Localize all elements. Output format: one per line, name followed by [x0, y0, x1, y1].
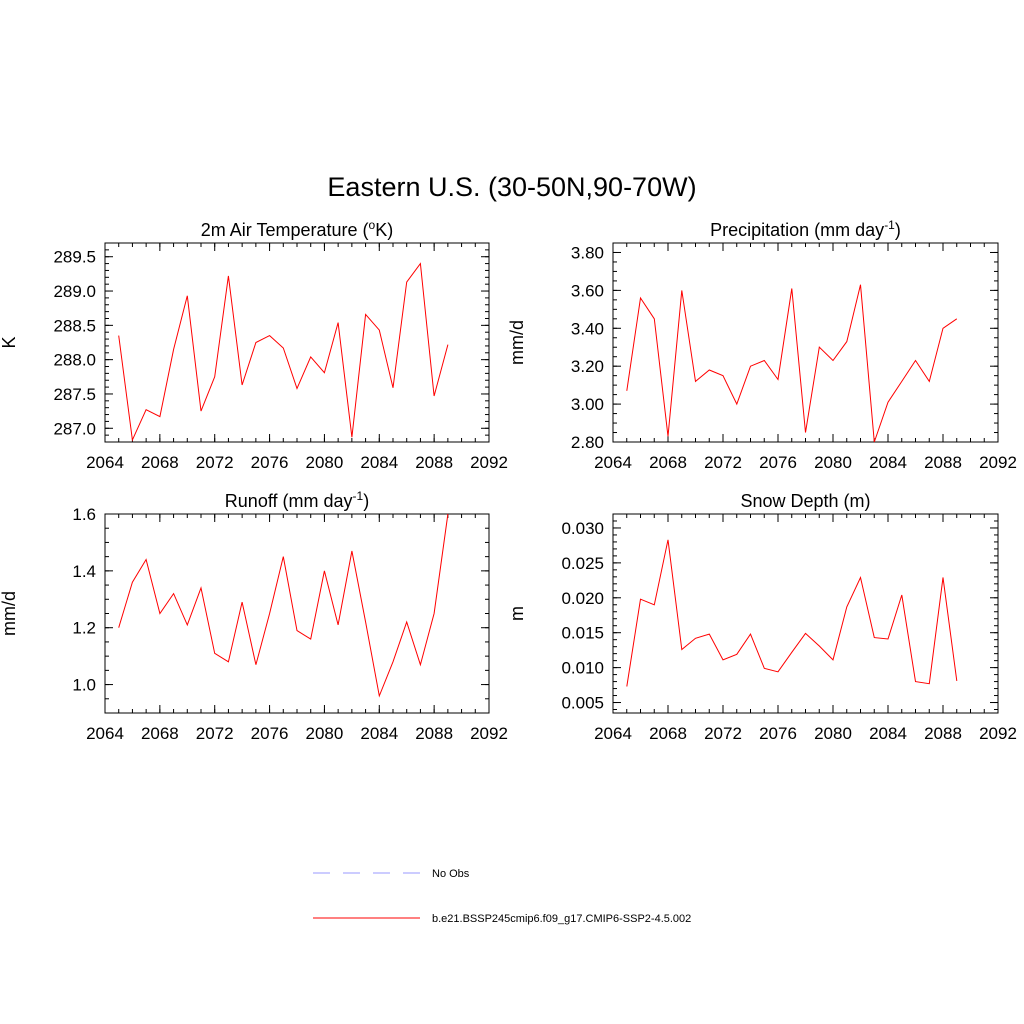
precipitation-y-tick-label: 2.80 [571, 433, 604, 452]
precipitation-x-tick-label: 2088 [924, 453, 962, 472]
air-temperature-x-tick-label: 2064 [86, 453, 124, 472]
air-temperature-x-tick-label: 2092 [470, 453, 508, 472]
snow-depth-x-tick-label: 2072 [704, 724, 742, 743]
snow-depth-y-tick-label: 0.030 [561, 519, 604, 538]
panel-air-temperature: 2m Air Temperature (oK) 2064 2068 2072 2076 2… [0, 218, 508, 472]
precipitation-y-tick-label: 3.40 [571, 319, 604, 338]
runoff-y-axis-label: mm/d [0, 591, 19, 636]
snow-depth-y-tick-label: 0.005 [561, 694, 604, 713]
precipitation-x-tick-label: 2064 [594, 453, 632, 472]
snow-depth-x-tick-label: 2076 [759, 724, 797, 743]
air-temperature-x-tick-label: 2072 [196, 453, 234, 472]
runoff-y-tick-label: 1.0 [72, 676, 96, 695]
snow-depth-y-tick-label: 0.010 [561, 659, 604, 678]
air-temperature-y-tick-label: 289.0 [53, 282, 96, 301]
air-temperature-y-tick-label: 288.0 [53, 351, 96, 370]
legend-label-model-run: b.e21.BSSP245cmip6.f09_g17.CMIP6-SSP2-4.… [432, 913, 691, 925]
runoff-x-tick-label: 2080 [306, 724, 344, 743]
panel-precipitation: Precipitation (mm day-1) 2064 2068 2072 2076… [507, 218, 1017, 472]
precipitation-series-line [626, 284, 958, 443]
air-temperature-x-tick-label: 2088 [415, 453, 453, 472]
snow-depth-y-tick-label: 0.025 [561, 554, 604, 573]
air-temperature-y-tick-label: 287.0 [53, 419, 96, 438]
precipitation-y-tick-label: 3.60 [571, 281, 604, 300]
precipitation-y-tick-label: 3.20 [571, 357, 604, 376]
snow-depth-y-tick-label: 0.015 [561, 624, 604, 643]
precipitation-y-tick-label: 3.00 [571, 395, 604, 414]
snow-depth-x-tick-label: 2080 [814, 724, 852, 743]
snow-depth-x-tick-label: 2068 [649, 724, 687, 743]
air-temperature-x-tick-label: 2084 [360, 453, 398, 472]
snow-depth-x-tick-label: 2088 [924, 724, 962, 743]
air-temperature-y-tick-label: 289.5 [53, 248, 96, 267]
precipitation-x-tick-label: 2084 [869, 453, 907, 472]
runoff-x-tick-label: 2088 [415, 724, 453, 743]
precipitation-x-tick-label: 2072 [704, 453, 742, 472]
runoff-x-tick-label: 2064 [86, 724, 124, 743]
runoff-y-tick-label: 1.4 [72, 562, 96, 581]
air-temperature-panel-title: 2m Air Temperature (oK) [201, 218, 393, 240]
runoff-y-tick-label: 1.6 [72, 505, 96, 524]
air-temperature-x-tick-label: 2076 [251, 453, 289, 472]
snow-depth-plot-frame [612, 513, 999, 714]
air-temperature-plot-frame [104, 242, 490, 443]
snow-depth-y-axis-label: m [507, 606, 527, 621]
precipitation-x-tick-label: 2068 [649, 453, 687, 472]
runoff-x-tick-label: 2084 [360, 724, 398, 743]
air-temperature-x-tick-label: 2080 [306, 453, 344, 472]
runoff-plot-frame [104, 513, 490, 714]
runoff-x-tick-label: 2072 [196, 724, 234, 743]
precipitation-x-tick-label: 2076 [759, 453, 797, 472]
snow-depth-series-line [626, 539, 958, 687]
panel-snow-depth: Snow Depth (m) 2064 2068 2072 2076 2080 2084 20… [507, 491, 1017, 743]
air-temperature-y-tick-label: 287.5 [53, 385, 96, 404]
precipitation-x-tick-label: 2092 [979, 453, 1017, 472]
figure-title: Eastern U.S. (30-50N,90-70W) [327, 172, 696, 202]
precipitation-panel-title: Precipitation (mm day-1) [710, 218, 901, 240]
runoff-y-tick-label: 1.2 [72, 619, 96, 638]
precipitation-x-tick-label: 2080 [814, 453, 852, 472]
precipitation-y-tick-label: 3.80 [571, 243, 604, 262]
runoff-panel-title: Runoff (mm day-1) [225, 489, 369, 511]
snow-depth-x-tick-label: 2084 [869, 724, 907, 743]
runoff-x-tick-label: 2092 [470, 724, 508, 743]
air-temperature-series-line [118, 262, 449, 442]
precipitation-y-axis-label: mm/d [507, 320, 527, 365]
runoff-series-line [118, 513, 449, 698]
snow-depth-panel-title: Snow Depth (m) [740, 491, 870, 511]
panel-runoff: Runoff (mm day-1) 2064 2068 2072 2076 2080 208… [0, 489, 508, 743]
air-temperature-x-tick-label: 2068 [141, 453, 179, 472]
snow-depth-y-tick-label: 0.020 [561, 589, 604, 608]
snow-depth-x-tick-label: 2092 [979, 724, 1017, 743]
legend: No Obs b.e21.BSSP245cmip6.f09_g17.CMIP6-… [313, 868, 691, 925]
runoff-x-tick-label: 2068 [141, 724, 179, 743]
legend-label-no-obs: No Obs [432, 868, 470, 880]
air-temperature-y-axis-label: K [0, 336, 19, 348]
snow-depth-x-tick-label: 2064 [594, 724, 632, 743]
air-temperature-y-tick-label: 288.5 [53, 316, 96, 335]
runoff-x-tick-label: 2076 [251, 724, 289, 743]
